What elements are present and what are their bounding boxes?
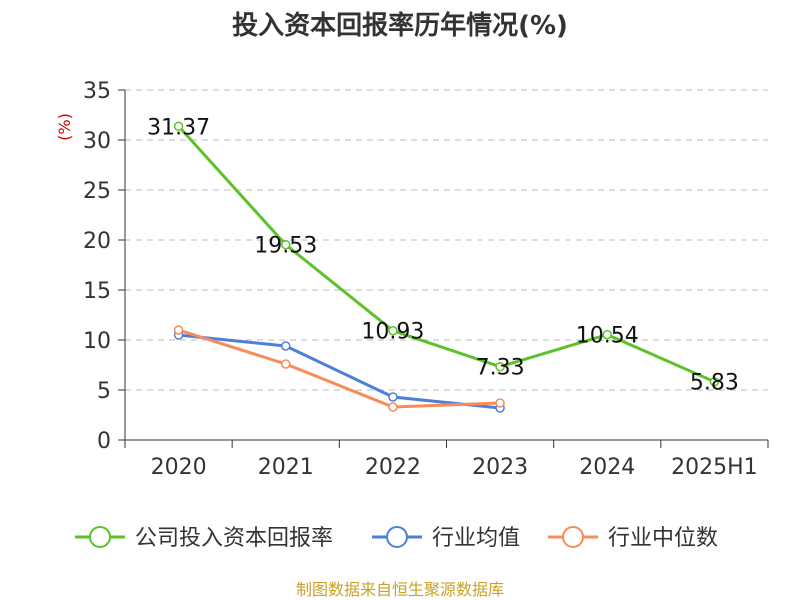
- data-label-0-2: 10.93: [361, 320, 424, 345]
- data-label-0-3: 7.33: [476, 356, 525, 381]
- legend-label-1: 行业均值: [432, 526, 520, 551]
- x-tick-label-2025H1: 2025H1: [671, 455, 758, 480]
- axes: 0 5 10 15 20 25 30 35 2020 2021 2022 2023 2024 2025H1: [83, 79, 769, 480]
- legend-item-2[interactable]: 行业中位数: [548, 526, 718, 551]
- data-label-0-0: 31.37: [147, 115, 210, 140]
- series-line-2: [178, 328, 501, 409]
- data-label-0-5: 5.83: [690, 371, 739, 396]
- series-line-1: [178, 333, 501, 410]
- y-axis-unit: (%): [55, 113, 74, 141]
- legend-marker-2: [562, 526, 584, 548]
- source-note: 制图数据来自恒生聚源数据库: [296, 580, 504, 599]
- data-point-1-2[interactable]: [388, 392, 398, 402]
- y-tick-label-10: 10: [83, 329, 111, 354]
- data-point-0-1[interactable]: [281, 239, 291, 250]
- data-point-0-4[interactable]: [602, 329, 612, 340]
- y-tick-label-20: 20: [83, 229, 111, 254]
- data-point-0-0[interactable]: [173, 121, 184, 132]
- y-tick-label-5: 5: [97, 379, 111, 404]
- series-line-0: [177, 125, 716, 384]
- data-labels: 31.37 19.53 10.93 7.33 10.54 5.83: [147, 115, 739, 395]
- series: [173, 121, 720, 413]
- x-tick-label-2023: 2023: [472, 455, 528, 480]
- y-tick-label-35: 35: [83, 79, 111, 104]
- legend-marker-1: [386, 526, 408, 548]
- legend-item-1[interactable]: 行业均值: [372, 526, 520, 551]
- gridlines: [125, 89, 768, 391]
- data-point-2-3[interactable]: [495, 398, 505, 408]
- data-point-2-1[interactable]: [281, 359, 291, 369]
- legend-label-0: 公司投入资本回报率: [135, 526, 333, 551]
- y-tick-label-0: 0: [97, 429, 111, 454]
- y-tick-label-25: 25: [83, 179, 111, 204]
- data-point-2-0[interactable]: [173, 325, 184, 335]
- data-point-2-2[interactable]: [388, 402, 398, 412]
- legend-marker-0: [89, 526, 111, 548]
- data-label-0-1: 19.53: [254, 234, 317, 259]
- chart-title: 投入资本回报率历年情况(%): [232, 10, 568, 41]
- data-point-1-1[interactable]: [281, 341, 291, 351]
- x-tick-label-2024: 2024: [579, 455, 635, 480]
- x-tick-label-2022: 2022: [365, 455, 421, 480]
- x-tick-label-2020: 2020: [151, 455, 207, 480]
- legend[interactable]: 公司投入资本回报率 行业均值 行业中位数: [75, 526, 718, 551]
- data-point-0-5[interactable]: [709, 376, 720, 387]
- x-tick-label-2021: 2021: [258, 455, 314, 480]
- legend-item-0[interactable]: 公司投入资本回报率: [75, 526, 333, 551]
- data-point-0-2[interactable]: [388, 325, 398, 336]
- y-tick-label-15: 15: [83, 279, 111, 304]
- data-label-0-4: 10.54: [576, 324, 639, 349]
- y-tick-label-30: 30: [83, 129, 111, 154]
- legend-label-2: 行业中位数: [608, 526, 718, 551]
- data-point-0-3[interactable]: [495, 361, 505, 372]
